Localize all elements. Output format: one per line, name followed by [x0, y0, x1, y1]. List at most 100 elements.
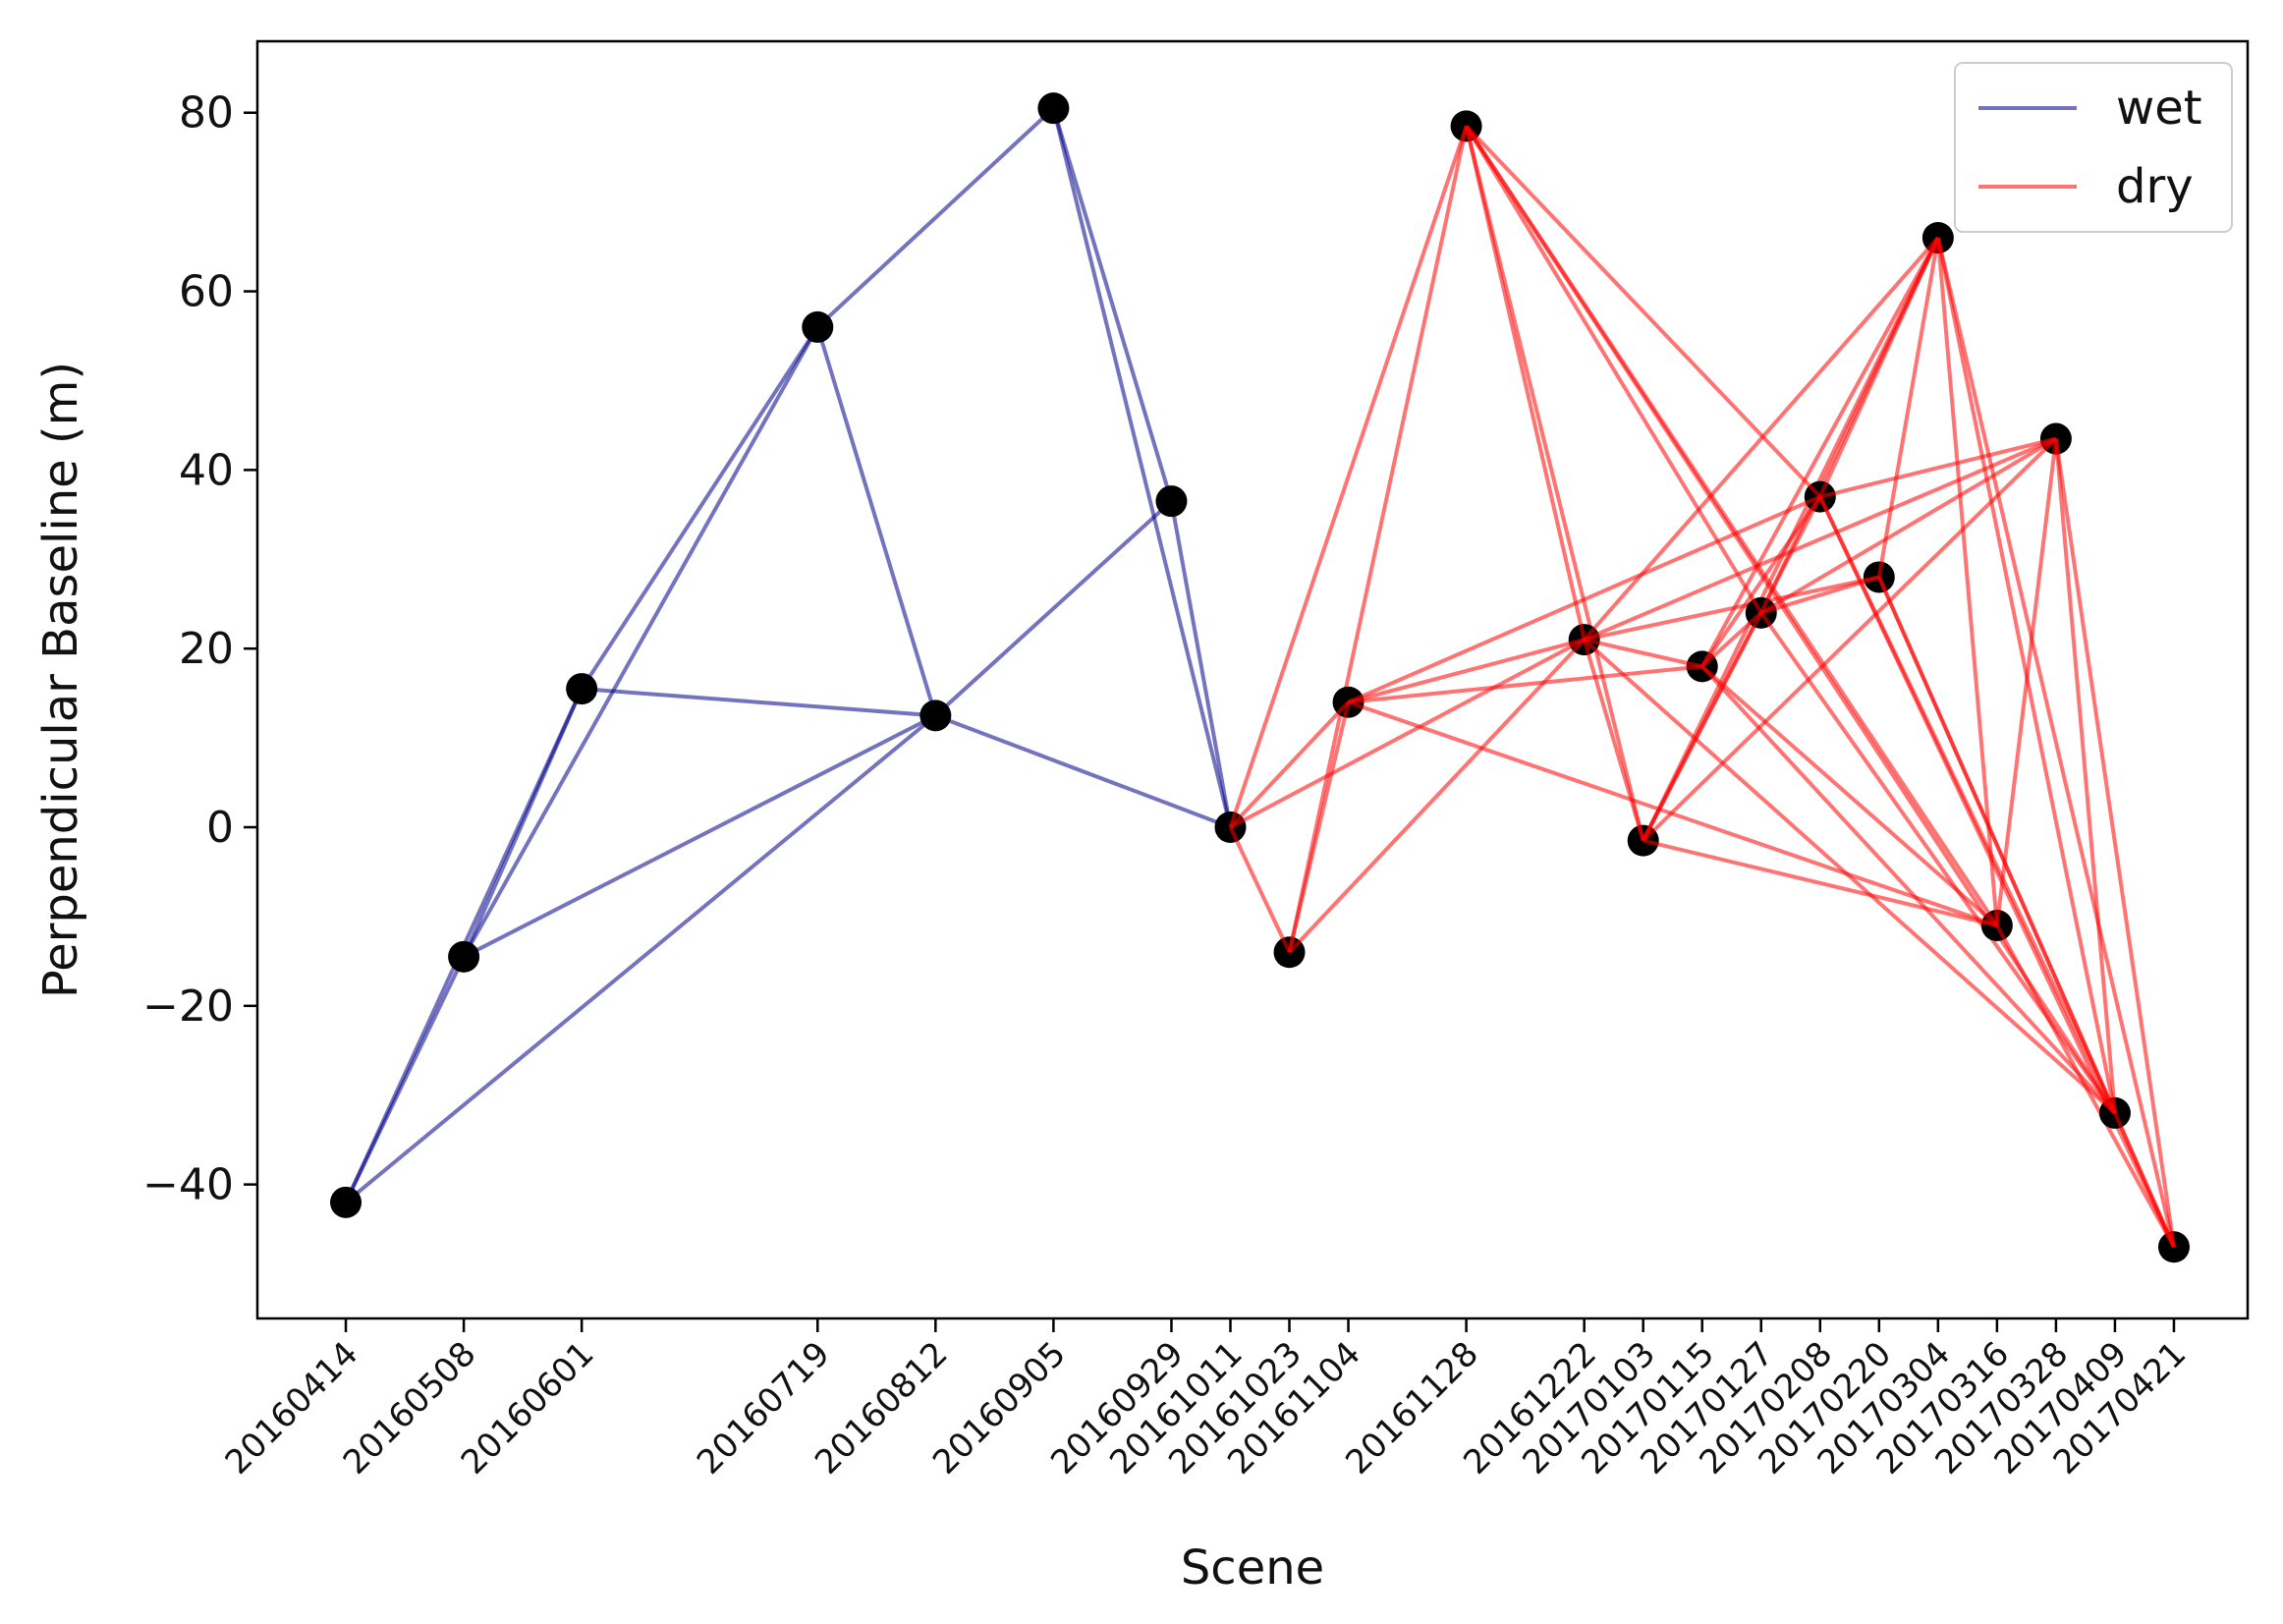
connection-dry-20161128-20170208: [1465, 124, 1822, 499]
connection-stub-20170421: [2165, 1231, 2176, 1249]
connection-stub-20170208: [1810, 495, 1822, 511]
connection-stub-20170409: [2113, 1112, 2124, 1129]
y-axis-title: Perpendicular Baseline (m): [33, 362, 88, 998]
connection-wet-20160414-20160812: [344, 713, 937, 1204]
connection-dry-20170328-20170421: [2053, 438, 2176, 1248]
connection-dry-20170208-20170304: [1817, 237, 1940, 498]
connection-stub-20170127: [1760, 606, 1777, 615]
connection-dry-20161128-20170409: [1464, 125, 2117, 1115]
x-axis-title: Scene: [1181, 1540, 1324, 1596]
connection-wet-20160508-20160719: [462, 325, 820, 958]
connection-wet-20160929-20161011: [1169, 500, 1233, 828]
connection-wet-20160812-20160929: [933, 499, 1173, 717]
legend-box: [1954, 62, 2233, 233]
connection-stub-20161128: [1464, 125, 1477, 140]
connection-dry-20170103-20170328: [1642, 437, 2058, 843]
y-tick-label: 80: [179, 88, 234, 139]
connection-dry-20161128-20170127: [1464, 125, 1763, 614]
connection-dry-20170316-20170421: [1995, 924, 2176, 1249]
connection-dry-20161222-20170328: [1583, 436, 2057, 642]
connection-stub-20170220: [1876, 561, 1884, 578]
connection-dry-20170127-20170328: [1759, 436, 2057, 615]
y-tick-label: 20: [179, 624, 234, 674]
scene-markers: [330, 92, 2190, 1263]
connection-dry-20161011-20161104: [1229, 700, 1351, 829]
connection-wet-20160812-20161011: [934, 713, 1232, 829]
connection-dry-20170115-20170316: [1700, 664, 1999, 927]
scene-point-20160719: [802, 310, 834, 343]
y-tick-label: 60: [179, 267, 234, 317]
connection-stub-20161222: [1583, 638, 1597, 652]
connection-wet-20160905-20160929: [1051, 107, 1174, 502]
connection-stub-20170220: [1876, 576, 1888, 592]
y-axis: −40 −20 0 20 40 60 80: [142, 88, 257, 1210]
connection-dry-20170220-20170304: [1876, 237, 1940, 578]
y-tick-label: −20: [142, 981, 234, 1032]
connection-wet-20160508-20160812: [463, 713, 937, 959]
connection-stub-20161023: [1288, 939, 1302, 954]
connection-dry-20170115-20170409: [1700, 665, 2117, 1115]
connection-dry-20161011-20161222: [1229, 638, 1586, 829]
connection-stub-20170328: [2039, 436, 2057, 445]
connection-dry-20161222-20170409: [1583, 638, 2117, 1115]
connection-wet-20160719-20160812: [815, 326, 938, 716]
connection-stub-20161011: [1229, 817, 1246, 829]
legend: wet dry: [1954, 62, 2233, 233]
connection-dry-20161104-20161222: [1348, 638, 1586, 704]
connection-stub-20170220: [1863, 575, 1880, 585]
connection-stub-20170115: [1686, 660, 1703, 669]
connection-dry-20170115-20170304: [1699, 237, 1940, 668]
connection-wet-20160601-20160719: [580, 325, 819, 691]
connection-dry-20161222-20170103: [1582, 639, 1645, 842]
connection-dry-20161222-20170304: [1583, 236, 1940, 642]
y-tick-label: −40: [142, 1160, 234, 1210]
connection-stub-20170103: [1643, 838, 1659, 847]
connection-wet-20160719-20160905: [815, 106, 1055, 329]
connection-dry-20161011-20161128: [1228, 125, 1469, 828]
connection-stub-20170127: [1751, 598, 1763, 614]
connection-stub-20170127: [1748, 611, 1763, 626]
connection-dry-20161222-20170220: [1584, 575, 1880, 643]
connection-stub-20170208: [1817, 495, 1829, 512]
axes-frame: [255, 39, 2250, 1320]
legend-label-dry: dry: [2116, 159, 2194, 214]
connection-stub-20170115: [1700, 665, 1715, 680]
connection-stub-20161104: [1347, 700, 1364, 709]
connection-wet-20160601-20160812: [582, 687, 936, 718]
connection-stub-20170409: [2111, 1096, 2117, 1114]
connection-dry-20170103-20170127: [1641, 611, 1763, 842]
connection-stub-20170103: [1641, 825, 1652, 842]
scene-point-20160601: [566, 673, 598, 705]
connection-stub-20161222: [1579, 624, 1587, 641]
scene-point-20160929: [1155, 485, 1188, 518]
connection-stub-20161222: [1583, 631, 1600, 642]
scene-point-20160508: [448, 940, 480, 973]
connection-dry-20161128-20170103: [1464, 125, 1645, 842]
connection-dry-20170208-20170328: [1819, 436, 2057, 499]
connection-dry-20170103-20170316: [1643, 838, 1998, 927]
connection-dry-20161023-20161222: [1288, 638, 1587, 954]
connection-dry-20170409-20170421: [2113, 1112, 2176, 1249]
connection-dry-20161104-20170115: [1348, 664, 1702, 704]
connection-stub-20170328: [2053, 438, 2061, 455]
y-tick-label: 0: [206, 803, 234, 853]
scene-point-20160414: [330, 1186, 362, 1218]
legend-label-wet: wet: [2116, 81, 2202, 136]
connection-stub-20170208: [1817, 481, 1829, 498]
scene-point-20160905: [1037, 92, 1070, 125]
connection-stub-20170127: [1759, 611, 1772, 628]
y-tick-label: 40: [179, 445, 234, 495]
connection-stub-20170316: [1994, 909, 2001, 926]
connection-wet-20160508-20160601: [462, 688, 584, 958]
connection-stub-20170304: [1935, 237, 1944, 254]
connection-stub-20170316: [1995, 924, 2007, 940]
connection-dry-20161023-20161128: [1287, 125, 1469, 953]
connection-dry-20170304-20170316: [1935, 237, 1999, 926]
scene-point-20160812: [919, 700, 952, 732]
plot-area: [330, 92, 2190, 1263]
connection-stub-20170115: [1700, 652, 1713, 668]
connection-stub-20170208: [1808, 483, 1822, 499]
series-wet: [344, 106, 1233, 1204]
connection-stub-20170208: [1819, 490, 1836, 499]
